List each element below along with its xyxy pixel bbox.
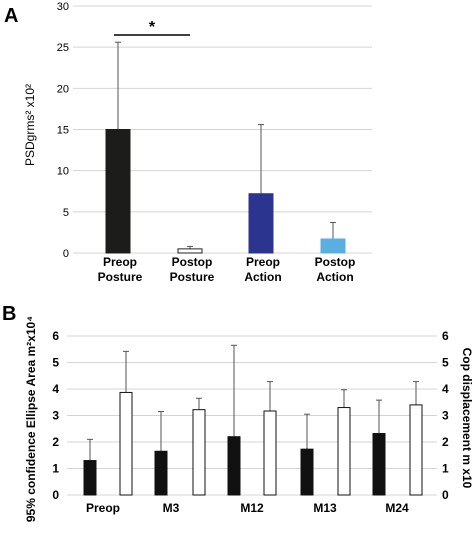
y-tick-label: 25 bbox=[57, 42, 69, 54]
right-y-tick-label: 0 bbox=[442, 488, 449, 502]
left-y-tick-label: 5 bbox=[52, 356, 59, 370]
category-label: M12 bbox=[240, 501, 264, 515]
category-label: M24 bbox=[385, 501, 409, 515]
right-y-tick-label: 2 bbox=[442, 435, 449, 449]
y-tick-label: 15 bbox=[57, 125, 69, 137]
category-label: Posture bbox=[98, 270, 143, 284]
category-label: Preop bbox=[246, 255, 280, 269]
category-label: Action bbox=[316, 270, 353, 284]
bar bbox=[248, 193, 274, 254]
bar bbox=[372, 433, 386, 496]
right-y-tick-label: 1 bbox=[442, 462, 449, 476]
category-label: Action bbox=[244, 270, 281, 284]
left-y-tick-label: 3 bbox=[52, 409, 59, 423]
category-label: Preop bbox=[103, 255, 137, 269]
chart-a-significance: * bbox=[114, 19, 190, 36]
bar bbox=[320, 238, 346, 254]
chart-b-category-labels: Preop M3 M12 M13 M24 bbox=[86, 501, 409, 515]
right-y-tick-label: 4 bbox=[442, 382, 449, 396]
panel-a-label: A bbox=[4, 5, 18, 27]
left-y-tick-label: 2 bbox=[52, 435, 59, 449]
panel-b-label: B bbox=[2, 303, 16, 325]
right-y-tick-label: 3 bbox=[442, 409, 449, 423]
right-y-tick-label: 5 bbox=[442, 356, 449, 370]
category-label: M3 bbox=[163, 501, 180, 515]
bar bbox=[105, 129, 131, 254]
left-y-tick-label: 4 bbox=[52, 382, 59, 396]
bar bbox=[177, 248, 203, 254]
bar bbox=[119, 391, 133, 496]
bar bbox=[300, 448, 314, 496]
left-y-tick-label: 6 bbox=[52, 329, 59, 343]
y-tick-label: 30 bbox=[57, 1, 69, 13]
chart-a-y-ticks: 0 5 10 15 20 25 30 bbox=[57, 1, 69, 260]
chart-b-right-y-axis-title: Cop displacement m x10 bbox=[460, 348, 474, 489]
category-label: Postop bbox=[172, 255, 213, 269]
category-label: M13 bbox=[313, 501, 337, 515]
chart-b-bars bbox=[83, 344, 423, 496]
bar bbox=[154, 450, 168, 496]
category-label: Posture bbox=[170, 270, 215, 284]
bar bbox=[409, 404, 423, 496]
bar bbox=[83, 460, 97, 496]
y-tick-label: 5 bbox=[63, 207, 69, 219]
y-tick-label: 20 bbox=[57, 83, 69, 95]
bar bbox=[337, 407, 351, 496]
chart-a-y-axis-title: PSDgrms² x10² bbox=[23, 84, 37, 166]
significance-marker: * bbox=[149, 19, 156, 36]
y-tick-label: 10 bbox=[57, 166, 69, 178]
bar bbox=[263, 410, 277, 496]
chart-a-category-labels: PreopPosturePostopPosturePreopActionPost… bbox=[98, 255, 356, 284]
chart-b-left-y-axis-title: 95% confidence Ellipse Area m²x10⁴ bbox=[24, 316, 38, 522]
category-label: Preop bbox=[86, 501, 120, 515]
chart-b-right-y-ticks: 0 1 2 3 4 5 6 bbox=[442, 329, 449, 502]
left-y-tick-label: 1 bbox=[52, 462, 59, 476]
y-tick-label: 0 bbox=[63, 248, 69, 260]
category-label: Postop bbox=[315, 255, 356, 269]
chart-b-left-y-ticks: 0 1 2 3 4 5 6 bbox=[52, 329, 59, 502]
bar bbox=[192, 409, 206, 496]
left-y-tick-label: 0 bbox=[52, 488, 59, 502]
bar bbox=[227, 436, 241, 496]
chart-b: 0 1 2 3 4 5 6 0 1 2 3 4 5 6 Preop M3 M12 M13 M24 95% con… bbox=[24, 316, 474, 522]
right-y-tick-label: 6 bbox=[442, 329, 449, 343]
chart-a-bars bbox=[105, 41, 346, 254]
